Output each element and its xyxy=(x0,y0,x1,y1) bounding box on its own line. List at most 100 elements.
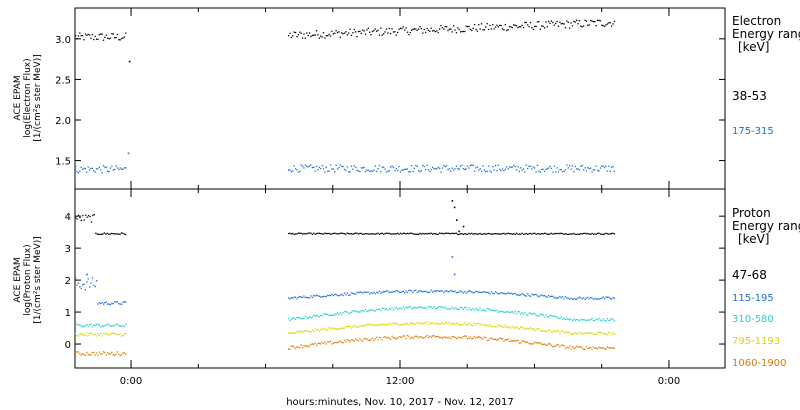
proton-data-point xyxy=(465,233,467,235)
proton-data-point xyxy=(574,319,576,321)
electron-data-point xyxy=(461,30,463,33)
electron-data-point xyxy=(562,171,564,173)
proton-data-point xyxy=(104,325,106,327)
electron-data-point xyxy=(93,38,95,41)
proton-data-point xyxy=(384,290,386,293)
proton-data-point xyxy=(348,232,350,235)
proton-data-point xyxy=(125,323,127,325)
electron-data-point xyxy=(405,168,407,170)
proton-data-point xyxy=(367,323,369,325)
proton-data-point xyxy=(395,338,397,340)
proton-data-point xyxy=(475,337,477,339)
electron-data-point xyxy=(543,27,546,29)
proton-data-point xyxy=(590,233,592,235)
proton-data-point xyxy=(450,233,452,235)
proton-data-point xyxy=(556,316,558,318)
proton-data-point xyxy=(307,330,309,333)
proton-data-point xyxy=(493,293,495,295)
proton-data-point xyxy=(399,232,402,234)
electron-data-point xyxy=(109,167,112,169)
proton-data-point xyxy=(343,233,346,235)
proton-data-point xyxy=(464,335,466,337)
proton-data-point xyxy=(427,336,430,339)
proton-data-point xyxy=(517,233,519,235)
proton-data-point xyxy=(465,307,467,309)
proton-data-point xyxy=(405,322,407,324)
electron-data-point xyxy=(598,170,600,172)
proton-data-point xyxy=(520,294,522,296)
electron-data-point xyxy=(315,165,318,168)
proton-data-point xyxy=(500,337,502,340)
electron-data-point xyxy=(587,24,589,27)
electron-data-point xyxy=(461,164,463,166)
proton-data-point xyxy=(473,322,476,325)
electron-data-point xyxy=(373,169,375,171)
proton-data-point xyxy=(98,302,101,304)
proton-data-point xyxy=(115,333,117,335)
electron-data-point xyxy=(426,164,428,166)
proton-data-point xyxy=(320,343,322,345)
proton-data-point xyxy=(550,331,553,333)
proton-data-point xyxy=(531,343,533,345)
electron-data-point xyxy=(315,30,318,32)
electron-data-point xyxy=(87,166,89,168)
proton-data-point xyxy=(608,319,610,322)
proton-data-point xyxy=(115,301,117,303)
electron-data-point xyxy=(437,166,439,169)
electron-data-point xyxy=(485,171,487,173)
proton-data-point xyxy=(465,324,467,326)
electron-data-point xyxy=(588,167,590,170)
electron-data-point xyxy=(441,167,444,169)
proton-data-point xyxy=(370,309,372,311)
electron-legend-units: [keV] xyxy=(738,40,769,54)
proton-data-point xyxy=(327,232,329,235)
proton-data-point xyxy=(395,306,397,308)
proton-data-point xyxy=(322,329,325,331)
proton-data-point xyxy=(550,315,553,317)
proton-data-point xyxy=(94,285,96,288)
proton-data-point xyxy=(461,337,463,339)
electron-data-point xyxy=(546,168,548,170)
proton-data-point xyxy=(378,233,381,235)
proton-data-point xyxy=(476,291,479,293)
proton-data-point xyxy=(485,233,487,235)
proton-y-tick-label: 4 xyxy=(65,212,71,223)
electron-data-point xyxy=(585,20,588,22)
electron-data-point xyxy=(527,24,529,26)
proton-data-point xyxy=(315,344,318,347)
proton-data-point xyxy=(609,332,611,334)
proton-data-point xyxy=(343,327,346,329)
proton-data-point xyxy=(119,233,121,235)
electron-data-point xyxy=(567,21,569,23)
proton-data-point xyxy=(518,342,520,344)
proton-data-point xyxy=(345,326,347,328)
proton-data-point xyxy=(376,308,378,311)
proton-data-point xyxy=(405,337,407,340)
x-axis-ticks: 0:00 12:00 0:00 xyxy=(120,8,680,387)
proton-data-point xyxy=(419,306,421,309)
electron-data-point xyxy=(307,34,309,37)
proton-data-point xyxy=(112,324,114,327)
proton-data-point xyxy=(401,308,403,310)
proton-data-point xyxy=(410,290,413,292)
proton-data-point xyxy=(590,318,592,321)
proton-data-point xyxy=(336,233,339,235)
proton-data-point xyxy=(94,324,96,327)
proton-data-point xyxy=(408,306,410,308)
proton-data-point xyxy=(506,339,508,341)
electron-data-point xyxy=(413,167,416,170)
electron-data-point xyxy=(409,31,411,34)
proton-data-point xyxy=(459,324,462,326)
proton-data-point xyxy=(536,233,539,235)
proton-data-point xyxy=(448,308,451,310)
electron-data-point xyxy=(598,19,600,22)
proton-data-point xyxy=(468,322,470,324)
electron-data-point xyxy=(79,170,81,172)
electron-data-point xyxy=(289,169,291,171)
electron-data-point xyxy=(613,170,616,172)
proton-data-point xyxy=(373,324,375,326)
proton-data-point xyxy=(499,324,501,327)
proton-data-point xyxy=(454,336,456,338)
proton-data-point xyxy=(518,233,520,235)
proton-data-point xyxy=(606,346,609,348)
